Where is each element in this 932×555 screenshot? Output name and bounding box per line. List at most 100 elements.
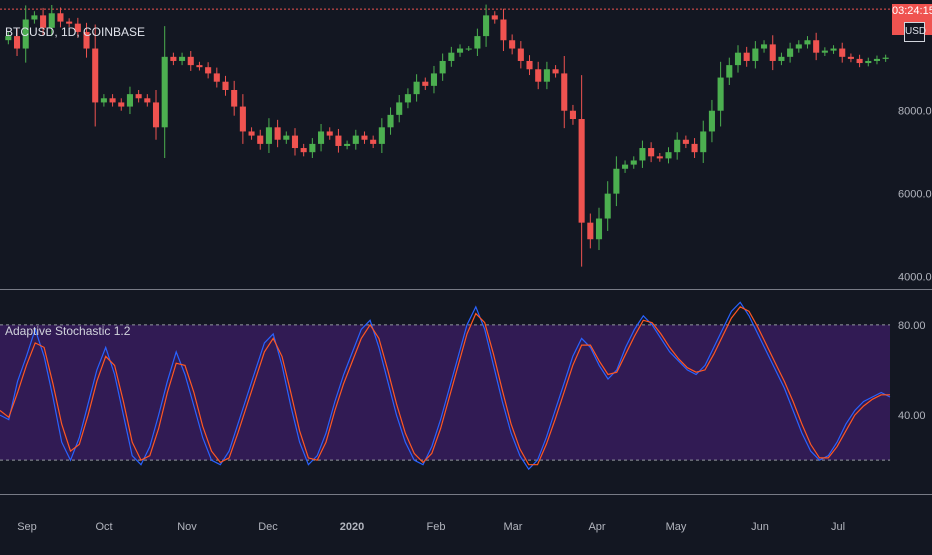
candle-body	[109, 98, 116, 103]
candle-body	[543, 69, 550, 82]
price-axis-tick-2: 4000.00	[898, 272, 932, 284]
candle-body	[100, 98, 107, 103]
candle-body	[717, 77, 724, 111]
candle-body	[535, 69, 542, 82]
candle-body	[126, 94, 133, 107]
candle-body	[74, 23, 81, 32]
time-axis-tick-3: Dec	[258, 521, 278, 533]
candle-body	[291, 135, 299, 149]
candle-body	[708, 110, 715, 132]
time-axis-tick-7: Apr	[588, 521, 605, 533]
candle-body	[665, 152, 672, 159]
candle-body	[213, 73, 220, 82]
candle-body	[656, 156, 663, 159]
time-axis-tick-8: May	[666, 521, 687, 533]
candle-body	[205, 67, 212, 74]
candle-body	[726, 65, 733, 78]
candle-body	[196, 65, 203, 68]
candle-body	[595, 218, 603, 240]
candle-body	[83, 31, 90, 49]
candle-body	[161, 56, 168, 128]
currency-badge[interactable]: USD	[904, 22, 926, 42]
oscillator-series-0	[0, 301, 891, 471]
candle-body	[856, 58, 863, 64]
candle-body	[734, 52, 742, 66]
candle-body	[456, 48, 464, 53]
candle-body	[804, 40, 811, 45]
candle-body	[344, 143, 351, 146]
candle-body	[239, 106, 246, 132]
time-axis-tick-5: Feb	[427, 521, 446, 533]
price-axis-tick-0: 8000.00	[898, 106, 932, 118]
candle-body	[13, 36, 21, 49]
candle-body	[587, 222, 594, 240]
candle-body	[48, 13, 55, 28]
candle-body	[509, 40, 516, 49]
oscillator-series-1	[0, 306, 890, 466]
candle-body	[474, 36, 481, 49]
candle-body	[144, 98, 151, 103]
price-axis-tick-1: 6000.00	[898, 189, 932, 201]
indicator-label: Adaptive Stochastic 1.2	[5, 324, 131, 338]
candle-body	[561, 73, 568, 111]
candle-body	[787, 48, 794, 57]
time-axis-tick-6: Mar	[504, 521, 523, 533]
candle-body	[873, 58, 881, 61]
candle-body	[448, 52, 455, 61]
time-axis-tick-1: Oct	[95, 521, 112, 533]
candle-body	[648, 148, 655, 157]
candle-body	[778, 56, 785, 61]
candle-body	[761, 44, 768, 49]
candle-body	[604, 193, 611, 219]
candle-body	[639, 148, 646, 161]
candle-body	[274, 127, 281, 140]
candle-body	[674, 139, 681, 153]
candle-body	[40, 15, 47, 28]
candle-body	[847, 56, 854, 59]
candle-body	[92, 48, 99, 103]
candle-body	[700, 131, 707, 153]
candle-body	[135, 94, 142, 99]
candle-body	[552, 69, 559, 74]
candle-body	[622, 164, 629, 169]
candle-body	[422, 81, 429, 86]
candle-body	[300, 148, 307, 153]
candle-body	[795, 44, 802, 49]
candle-body	[413, 81, 420, 95]
candle-body	[5, 36, 12, 41]
candle-body	[839, 48, 846, 57]
candle-body	[248, 131, 255, 136]
candle-body	[517, 48, 524, 61]
candle-body	[66, 21, 73, 24]
candle-body	[691, 143, 698, 153]
time-axis-tick-4: 2020	[340, 521, 364, 533]
candle-body	[326, 131, 333, 136]
candle-body	[483, 15, 490, 37]
candle-body	[378, 127, 385, 144]
candle-body	[769, 44, 776, 61]
candle-body	[465, 48, 472, 50]
candle-body	[578, 119, 585, 223]
candle-body	[265, 127, 272, 144]
candle-body	[257, 135, 264, 144]
candle-body	[526, 60, 533, 70]
candle-body	[370, 139, 377, 144]
time-axis-tick-2: Nov	[177, 521, 197, 533]
candle-body	[396, 102, 403, 115]
candle-body	[752, 48, 759, 61]
candle-body	[309, 143, 316, 153]
candle-body	[31, 15, 38, 20]
candle-body	[500, 19, 507, 41]
time-axis-tick-9: Jun	[751, 521, 769, 533]
candle-body	[882, 57, 889, 59]
candle-body	[352, 135, 359, 144]
candle-body	[821, 50, 828, 53]
candle-body	[404, 94, 411, 103]
candle-body	[491, 15, 498, 20]
candle-body	[569, 110, 576, 120]
candle-body	[430, 73, 438, 86]
oscillator-axis-tick-1: 40.00	[898, 410, 926, 422]
candle-body	[231, 89, 238, 107]
